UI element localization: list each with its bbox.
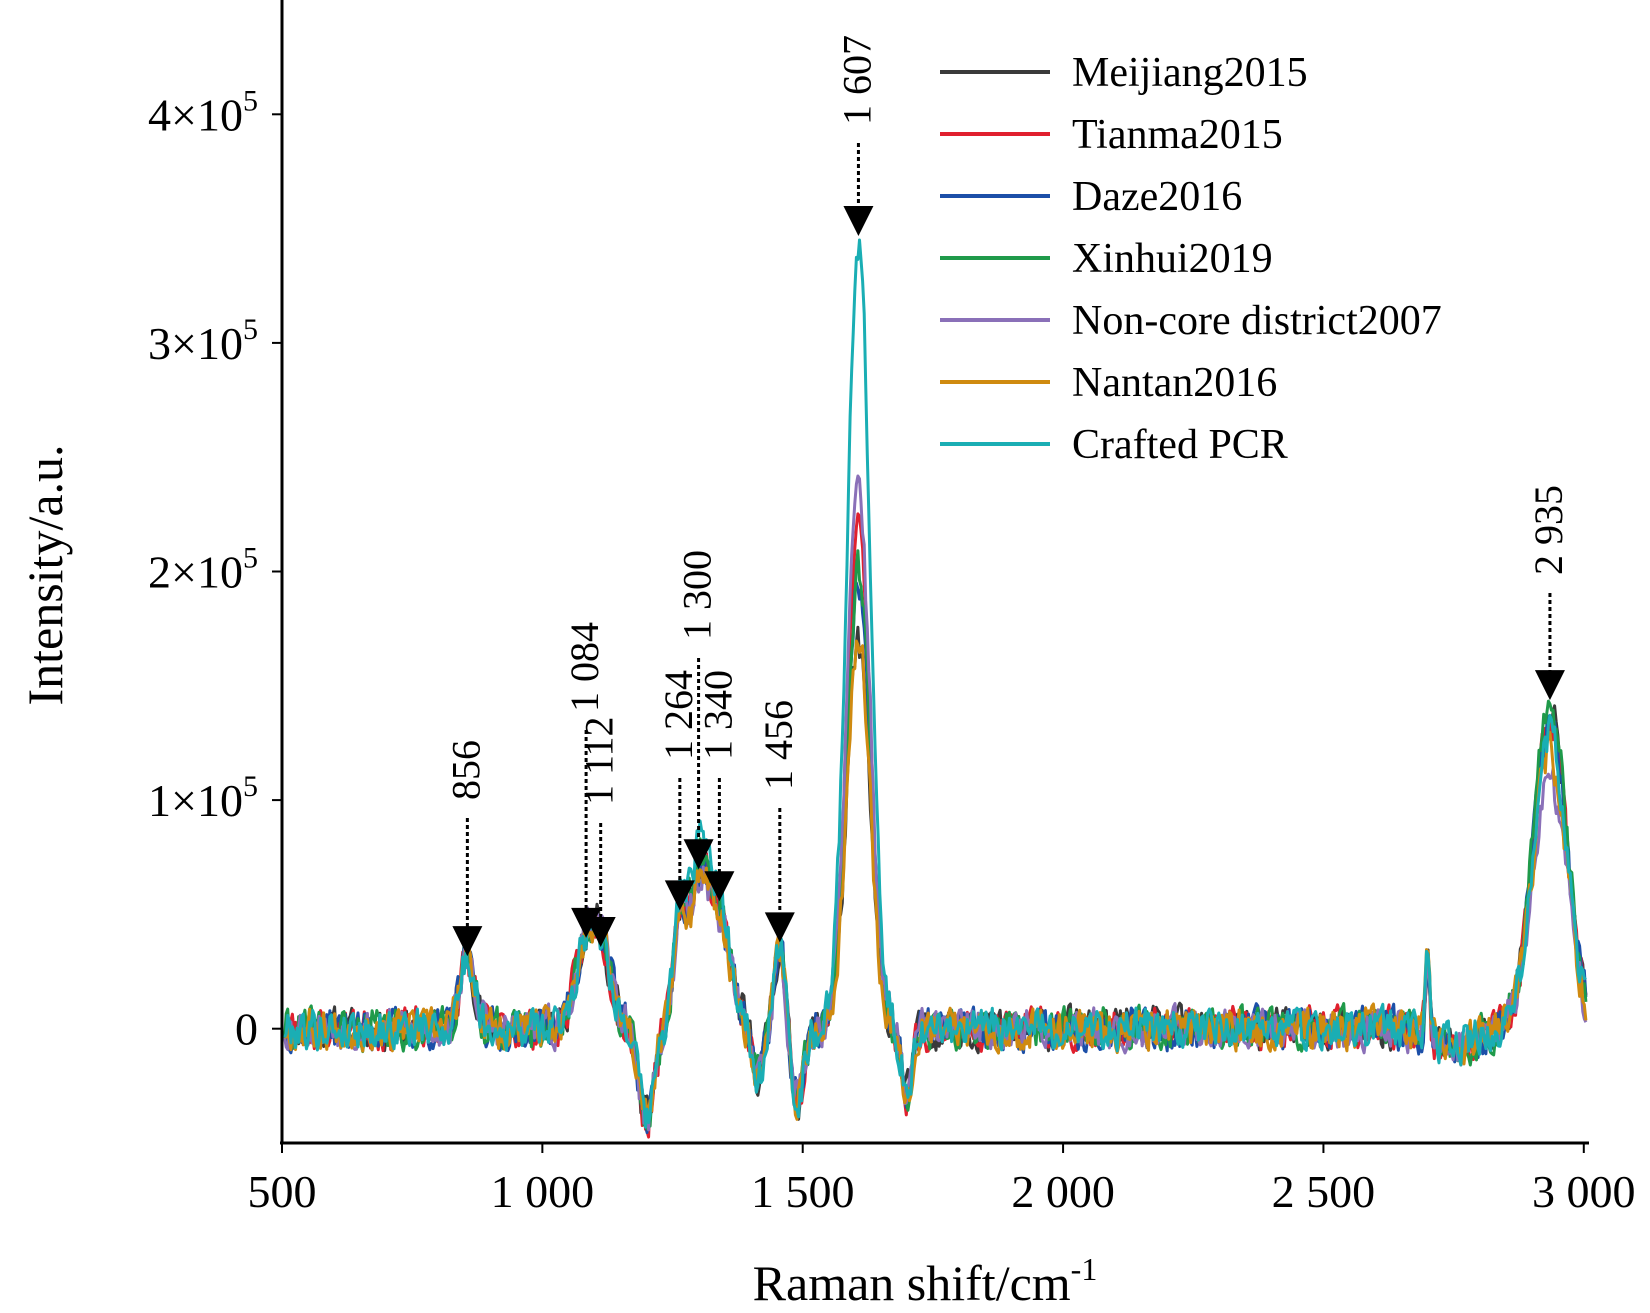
y-tick-label: 0 [235,1004,258,1055]
peak-label: 1 340 [695,670,740,760]
y-tick-label: 4×105 [148,84,258,140]
peak-arrow-head [704,871,735,902]
legend-label: Daze2016 [1072,174,1242,220]
y-tick-label: 1×105 [148,770,258,826]
legend-label: Crafted PCR [1072,422,1288,468]
y-tick-label: 2×105 [148,542,258,598]
legend-label: Tianma2015 [1072,112,1283,158]
peak-label: 1 300 [675,550,720,640]
y-tick-label: 3×105 [148,313,258,369]
peak-arrow-head [452,926,483,957]
legend-label: Non-core district2007 [1072,298,1442,344]
peak-arrow-head [664,880,695,911]
peak-label: 2 935 [1526,485,1571,575]
x-axis-title: Raman shift/cm-1 [753,1251,1098,1311]
peak-label: 1 084 [562,622,607,712]
x-tick-label: 2 500 [1272,1166,1376,1217]
peak-label: 1 112 [577,716,622,805]
peak-label: 1 607 [834,35,879,125]
legend-label: Meijiang2015 [1072,50,1308,96]
axes-layer [280,0,1589,1145]
peak-arrow-head [1534,670,1565,701]
x-tick-label: 1 500 [751,1166,855,1217]
series-line [283,238,1587,1129]
peak-arrow-head [585,916,616,947]
x-tick-label: 3 000 [1532,1166,1636,1217]
x-tick-label: 500 [248,1166,317,1217]
peak-arrow-head [764,912,795,943]
peak-label: 856 [443,740,488,800]
legend: Meijiang2015 Tianma2015 Daze2016 Xinhui2019… [940,50,1442,468]
x-tick-label: 1 000 [491,1166,595,1217]
peak-label: 1 264 [656,670,701,760]
peak-arrow-head [683,839,714,870]
x-tick-label: 2 000 [1011,1166,1115,1217]
y-axis-title: Intensity/a.u. [17,444,73,705]
peak-arrow-head [571,907,602,938]
ticks-layer: 500 1 000 1 500 2 000 2 500 3 000 0 1×105 2×105 3… [148,84,1635,1217]
legend-label: Nantan2016 [1072,360,1277,406]
peak-label: 1 456 [756,700,801,790]
series-layer [283,238,1588,1139]
peak-arrow-head [843,206,874,237]
legend-label: Xinhui2019 [1072,236,1273,282]
